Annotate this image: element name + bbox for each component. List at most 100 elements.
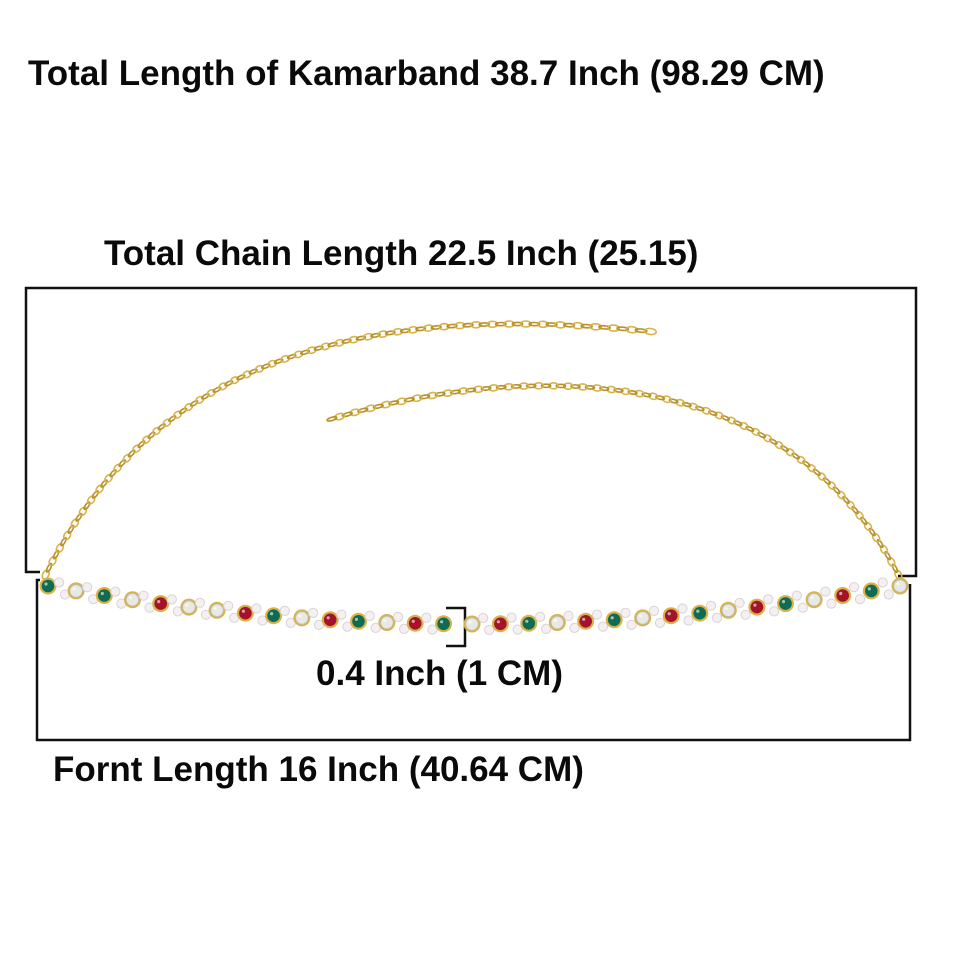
stone-pearl [763,594,780,617]
chain-link [173,410,183,419]
chain-link [817,472,827,481]
stone-crystal [463,615,481,633]
chain-link [327,341,338,348]
stone-pearl [138,590,155,613]
chain-link [832,486,841,495]
chain-link [370,332,381,338]
chain-link [300,349,311,356]
stone-pearl [877,577,894,600]
chain-link [511,321,524,327]
stone-pearl [734,597,751,620]
chain-link [884,550,892,561]
chain-link [426,391,438,400]
chain-link [472,385,484,394]
chain-link [562,322,576,328]
chain-link [248,368,258,375]
chain-link [887,556,896,567]
stone-pearl [82,582,99,605]
chain-link [113,463,122,473]
chain-link [827,481,837,491]
chain-link [584,384,596,390]
stone-crystal [634,609,652,627]
chain-link [333,412,346,421]
stone-crystal [67,582,85,600]
chain-link [162,418,172,427]
chain-link [407,325,419,334]
chain-link [745,425,755,433]
chain-link [525,383,537,389]
chain-link [60,536,67,547]
stone-green [777,595,794,613]
chain-link [855,510,864,521]
chain-link [91,490,100,499]
chain-link [67,524,75,534]
chain-length-bracket [24,286,918,578]
chain-link [562,382,574,391]
stone-pearl [110,586,127,609]
chain-link [785,448,795,457]
chain-link [503,320,516,328]
chain-link [341,411,353,418]
chain-link [362,332,374,341]
chain-link [528,321,541,327]
chain-link [661,395,672,404]
stone-pearl [506,612,523,635]
chain-link [762,434,773,443]
chain-link [392,327,404,336]
stone-crystal [180,598,198,616]
chain-link [695,405,705,412]
chain-link [206,388,216,398]
chain-link [860,516,868,526]
chain-link [45,562,53,573]
chain-link [570,384,581,389]
chain-link [446,323,458,329]
stone-red [321,611,339,629]
chain-link [349,408,361,417]
stone-red [491,615,509,633]
chain-link [812,468,821,477]
stone-pearl [620,607,637,631]
chain-length-label: Total Chain Length 22.5 Inch (25.15) [104,234,699,273]
chain-link [571,321,585,330]
chain-link [377,330,389,338]
chain-link [442,389,454,397]
chain-link [449,389,462,395]
chain-link [195,395,205,405]
chain-link [478,322,491,327]
stone-crystal [891,577,909,595]
chain-link [591,384,603,392]
chain-link [519,320,532,328]
chain-link [52,549,60,560]
stone-pearl [791,590,808,613]
chain-link [395,397,408,406]
stone-pearl [166,594,183,617]
chain-link [212,386,222,393]
chain-link [157,423,166,431]
chain-link [168,415,177,423]
chain-link [70,518,80,529]
stone-green [435,615,453,633]
chain-link [494,321,507,327]
chain-link [348,335,359,344]
chain-link [430,324,442,330]
chain-link [95,484,105,494]
stone-pearl [478,612,495,636]
chain-link [480,386,492,391]
stone-red [748,598,766,616]
stone-pearl [194,597,212,620]
chain-link [613,387,624,393]
outer-chain [41,320,657,580]
chain-link [260,363,271,370]
chain-link [510,383,522,389]
stone-pearl [393,611,410,635]
chain-link [462,322,474,328]
chain-link [141,435,151,445]
chain-link [836,490,846,500]
chain-link [796,455,806,465]
chain-link [372,403,384,410]
chain-link [876,539,884,549]
chain-link [137,440,146,449]
chain-link [403,397,415,403]
stone-pearl [308,607,325,631]
chain-link [75,512,83,522]
